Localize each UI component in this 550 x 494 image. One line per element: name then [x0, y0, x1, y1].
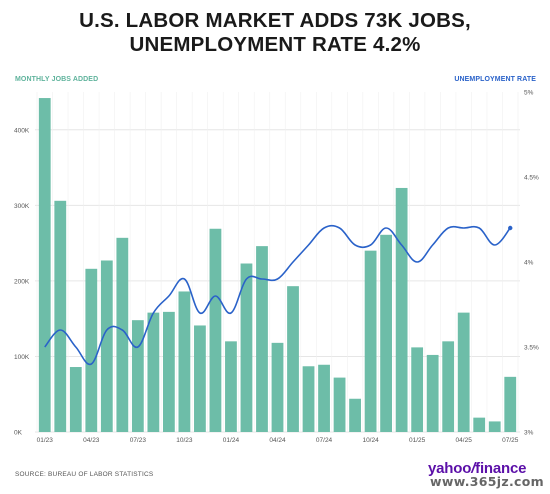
chart-title: U.S. LABOR MARKET ADDS 73K JOBS, UNEMPLO… — [79, 9, 471, 56]
y-tick-label: 400K — [14, 127, 30, 134]
bar — [162, 311, 175, 432]
y-tick-label: 200K — [14, 278, 30, 285]
x-tick-label: 07/25 — [502, 437, 519, 444]
logo-section: finance — [475, 460, 527, 477]
x-tick-label: 07/24 — [316, 437, 333, 444]
bar — [194, 325, 206, 432]
x-tick-label: 04/25 — [456, 437, 473, 444]
x-tick-label: 07/23 — [130, 437, 147, 444]
bar — [100, 260, 113, 432]
y2-tick-label: 3% — [524, 430, 534, 437]
x-tick-label: 04/24 — [269, 437, 286, 444]
bar — [271, 342, 284, 432]
line-layer — [44, 224, 513, 366]
yahoo-finance-logo: yahoo/finance — [428, 460, 526, 477]
bar — [116, 237, 129, 432]
source-note: SOURCE: BUREAU OF LABOR STATISTICS — [15, 471, 154, 478]
bar — [302, 366, 315, 432]
bar — [488, 421, 501, 432]
bar-layer — [38, 98, 517, 433]
bar — [38, 98, 51, 433]
watermark: www.365jz.com — [430, 474, 544, 489]
bar — [395, 187, 408, 432]
x-tick-label: 01/25 — [409, 437, 426, 444]
bar — [147, 312, 160, 432]
bar — [85, 268, 98, 432]
bar — [457, 312, 470, 432]
bar — [318, 364, 330, 432]
x-tick-label: 10/24 — [362, 437, 379, 444]
bar — [473, 417, 486, 432]
logo-separator: / — [471, 460, 476, 477]
y2-tick-label: 4% — [524, 260, 534, 267]
bar — [54, 200, 67, 432]
grid-layer — [35, 92, 520, 433]
bar — [504, 376, 517, 432]
y2-tick-label: 3.5% — [524, 345, 539, 352]
y-tick-label: 0K — [14, 430, 23, 437]
x-tick-label: 01/23 — [37, 437, 54, 444]
bar — [131, 320, 144, 432]
y2-tick-label: 5% — [524, 90, 534, 97]
logo-brand: yahoo — [428, 460, 472, 477]
bar — [69, 367, 82, 432]
y-tick-label: 100K — [14, 354, 30, 361]
bar — [364, 250, 377, 432]
bar — [380, 234, 393, 432]
bar — [256, 246, 268, 432]
bar — [442, 341, 455, 432]
y-tick-label: 300K — [14, 203, 30, 210]
bar — [349, 398, 361, 432]
x-tick-label: 01/24 — [223, 437, 240, 444]
bar — [240, 263, 253, 432]
bar — [209, 228, 222, 432]
x-tick-label: 04/23 — [83, 437, 100, 444]
bar — [178, 291, 191, 432]
left-axis-title: MONTHLY JOBS ADDED — [15, 76, 99, 83]
y2-tick-label: 4.5% — [524, 175, 539, 182]
bar — [411, 347, 424, 432]
bar — [287, 286, 299, 432]
unemployment-line — [44, 224, 511, 366]
x-tick-label: 10/23 — [176, 437, 193, 444]
bar — [333, 377, 346, 432]
bar — [225, 341, 237, 432]
label-layer: 0K 100K 200K 300K 400K 3% 3.5% 4% 4.5% 5% 01/23 04/… — [14, 90, 539, 445]
bar — [426, 354, 439, 432]
right-axis-title: UNEMPLOYMENT RATE — [454, 76, 536, 83]
unemployment-endpoint — [508, 225, 513, 231]
